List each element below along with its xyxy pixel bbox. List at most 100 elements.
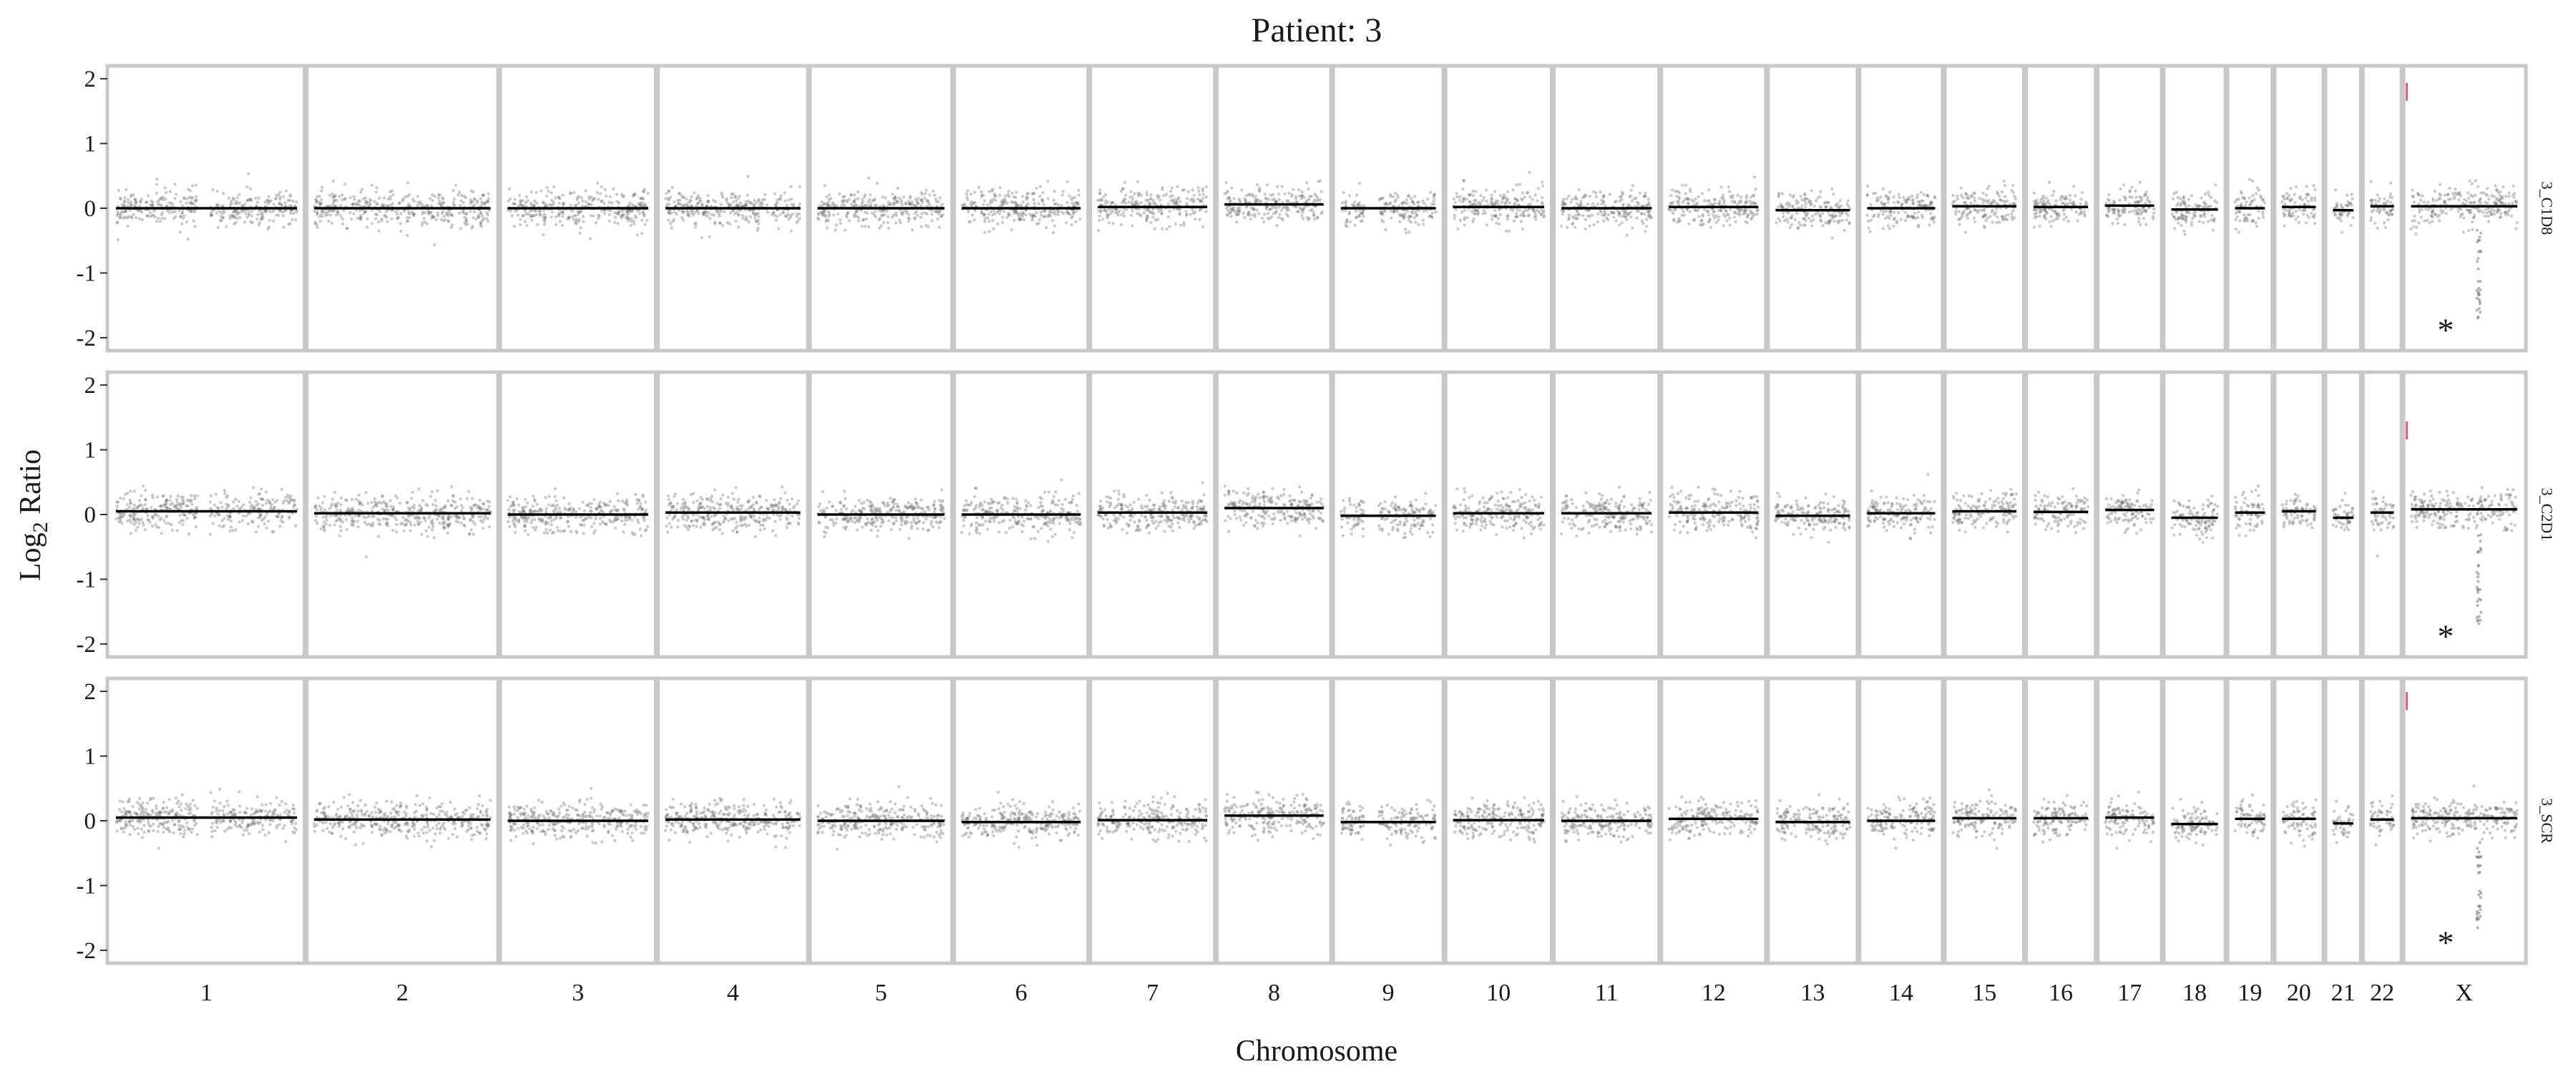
data-point (1966, 217, 1969, 220)
data-point (412, 214, 415, 217)
data-point (1250, 214, 1253, 217)
data-point (487, 193, 489, 195)
data-point (1811, 215, 1814, 218)
data-point (1127, 200, 1130, 203)
data-point (261, 497, 264, 500)
data-point (2199, 214, 2202, 217)
data-point (1053, 199, 1055, 202)
data-point (2038, 225, 2041, 228)
data-point (524, 210, 527, 213)
data-point (1697, 195, 1699, 198)
data-point (1714, 202, 1717, 205)
data-point (936, 218, 939, 220)
data-point (2438, 219, 2441, 222)
data-point (1830, 236, 1833, 239)
data-point (1755, 209, 1758, 212)
data-point (2238, 219, 2241, 222)
data-point (1268, 217, 1271, 220)
data-point (1184, 210, 1187, 213)
data-point (242, 503, 245, 506)
data-point (1520, 220, 1523, 223)
data-point (375, 186, 378, 189)
data-point (1614, 200, 1617, 203)
data-point (1815, 200, 1818, 203)
data-point (1015, 190, 1018, 193)
data-point (1747, 213, 1750, 216)
data-point (1845, 203, 1848, 205)
data-point (998, 186, 1001, 189)
data-point (2190, 224, 2193, 227)
data-point (1819, 214, 1822, 217)
data-point (1996, 190, 1999, 193)
data-point (1684, 193, 1687, 195)
data-point (1604, 211, 1606, 214)
data-point (1047, 214, 1050, 217)
data-point (2049, 215, 2052, 218)
data-point (2288, 194, 2290, 197)
data-point (376, 203, 379, 205)
data-point (1777, 205, 1780, 208)
data-point (2060, 195, 2063, 198)
x-axis-label: Chromosome (1236, 1035, 1397, 1068)
data-point (919, 216, 922, 219)
data-point (2304, 197, 2307, 200)
data-point (313, 210, 316, 213)
data-point (155, 525, 158, 528)
data-point (1305, 181, 1308, 184)
data-point (690, 195, 693, 198)
data-point (2243, 213, 2245, 216)
data-point (1062, 212, 1065, 215)
data-point (921, 193, 924, 196)
data-point (2135, 195, 2137, 198)
data-point (2487, 198, 2490, 200)
data-point (2044, 210, 2047, 213)
data-point (1065, 211, 1068, 214)
data-point (2182, 196, 2185, 199)
data-point (1866, 185, 1869, 187)
data-point (295, 200, 298, 203)
data-point (1604, 204, 1606, 207)
data-point (1264, 193, 1267, 195)
data-point (2081, 191, 2084, 194)
data-point (718, 215, 721, 218)
data-point (291, 200, 294, 203)
data-point (271, 498, 274, 501)
data-point (1872, 215, 1875, 218)
data-point (438, 200, 441, 203)
data-point (1505, 230, 1508, 233)
data-point (1916, 196, 1918, 199)
data-point (1707, 213, 1710, 216)
data-point (2305, 221, 2308, 224)
data-point (1414, 221, 1417, 224)
data-point (138, 217, 141, 220)
data-point (175, 504, 177, 507)
data-point (2511, 202, 2514, 205)
data-point (2152, 218, 2155, 220)
data-point (476, 201, 479, 204)
data-point (2289, 199, 2292, 202)
data-point (247, 172, 250, 175)
data-point (1521, 198, 1524, 201)
data-point (280, 488, 283, 491)
data-point (897, 187, 899, 190)
data-point (1904, 219, 1907, 222)
data-point (667, 219, 670, 222)
data-point (294, 524, 297, 527)
data-point (2234, 218, 2237, 221)
data-point (2191, 217, 2194, 220)
data-point (164, 198, 167, 200)
x-trailing-point (2479, 232, 2482, 235)
data-point (824, 220, 827, 223)
data-point (1045, 226, 1048, 229)
data-point (2251, 194, 2254, 197)
data-point (2462, 230, 2465, 233)
data-point (1483, 196, 1485, 199)
data-point (1065, 221, 1068, 224)
data-point (614, 216, 617, 219)
data-point (2350, 204, 2353, 207)
data-point (1001, 221, 1004, 224)
data-point (263, 515, 266, 518)
data-point (272, 530, 275, 533)
data-point (232, 500, 235, 503)
data-point (1358, 182, 1361, 185)
